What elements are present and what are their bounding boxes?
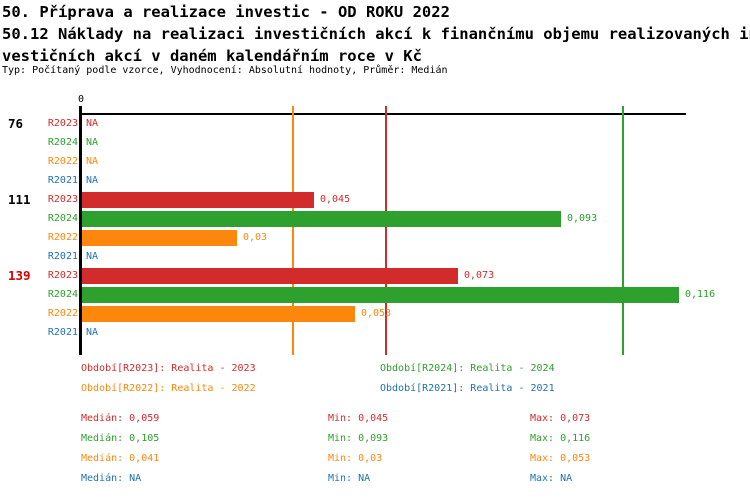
chart-title-line2: 50.12 Náklady na realizaci investičních …: [2, 25, 750, 43]
bar-r2022: [82, 306, 355, 322]
stat-median-r2022: Medián: 0,041: [81, 453, 160, 464]
row-series-label: R2021: [47, 251, 78, 262]
group-label: 111: [8, 192, 31, 207]
na-label: NA: [86, 175, 99, 186]
row-series-label: R2022: [47, 308, 78, 319]
stat-max-r2024: Max: 0,116: [530, 433, 591, 444]
row-series-label: R2021: [47, 175, 78, 186]
chart-title-line1: 50. Příprava a realizace investic - OD R…: [2, 3, 450, 21]
chart-title-line3: vestičních akcí v daném kalendářním roce…: [2, 47, 422, 65]
median-line-r2022: [292, 106, 294, 355]
group-label: 76: [8, 116, 24, 131]
bar-value-label: 0,03: [243, 232, 268, 243]
axis-zero-tick-label: 0: [77, 94, 85, 105]
median-line-r2023: [385, 106, 387, 355]
stat-min-r2023: Min: 0,045: [328, 413, 389, 424]
chart-meta-line: Typ: Počítaný podle vzorce, Vyhodnocení:…: [2, 65, 448, 76]
bar-value-label: 0,093: [567, 213, 598, 224]
bar-r2023: [82, 268, 458, 284]
stat-median-r2021: Medián: NA: [81, 473, 142, 484]
stat-median-r2023: Medián: 0,059: [81, 413, 160, 424]
x-axis-line: [80, 113, 686, 115]
stat-max-r2022: Max: 0,053: [530, 453, 591, 464]
bar-value-label: 0,116: [685, 289, 716, 300]
bar-value-label: 0,073: [464, 270, 495, 281]
bar-value-label: 0,053: [361, 308, 392, 319]
na-label: NA: [86, 118, 99, 129]
bar-r2022: [82, 230, 237, 246]
stat-min-r2022: Min: 0,03: [328, 453, 383, 464]
stat-min-r2021: Min: NA: [328, 473, 371, 484]
row-series-label: R2023: [47, 194, 78, 205]
na-label: NA: [86, 156, 99, 167]
na-label: NA: [86, 327, 99, 338]
row-series-label: R2022: [47, 232, 78, 243]
legend-item-r2021: Období[R2021]: Realita - 2021: [380, 383, 555, 394]
bar-r2024: [82, 211, 561, 227]
row-series-label: R2024: [47, 137, 78, 148]
median-line-r2024: [622, 106, 624, 355]
legend-item-r2024: Období[R2024]: Realita - 2024: [380, 363, 555, 374]
na-label: NA: [86, 137, 99, 148]
legend-item-r2023: Období[R2023]: Realita - 2023: [81, 363, 256, 374]
bar-r2024: [82, 287, 679, 303]
stat-max-r2023: Max: 0,073: [530, 413, 591, 424]
na-label: NA: [86, 251, 99, 262]
stat-max-r2021: Max: NA: [530, 473, 573, 484]
row-series-label: R2024: [47, 213, 78, 224]
bar-r2023: [82, 192, 314, 208]
row-series-label: R2024: [47, 289, 78, 300]
legend-item-r2022: Období[R2022]: Realita - 2022: [81, 383, 256, 394]
stat-median-r2024: Medián: 0,105: [81, 433, 160, 444]
stat-min-r2024: Min: 0,093: [328, 433, 389, 444]
group-label: 139: [8, 268, 31, 283]
bar-value-label: 0,045: [320, 194, 351, 205]
row-series-label: R2023: [47, 270, 78, 281]
row-series-label: R2022: [47, 156, 78, 167]
row-series-label: R2023: [47, 118, 78, 129]
y-axis-line: [79, 106, 82, 355]
row-series-label: R2021: [47, 327, 78, 338]
